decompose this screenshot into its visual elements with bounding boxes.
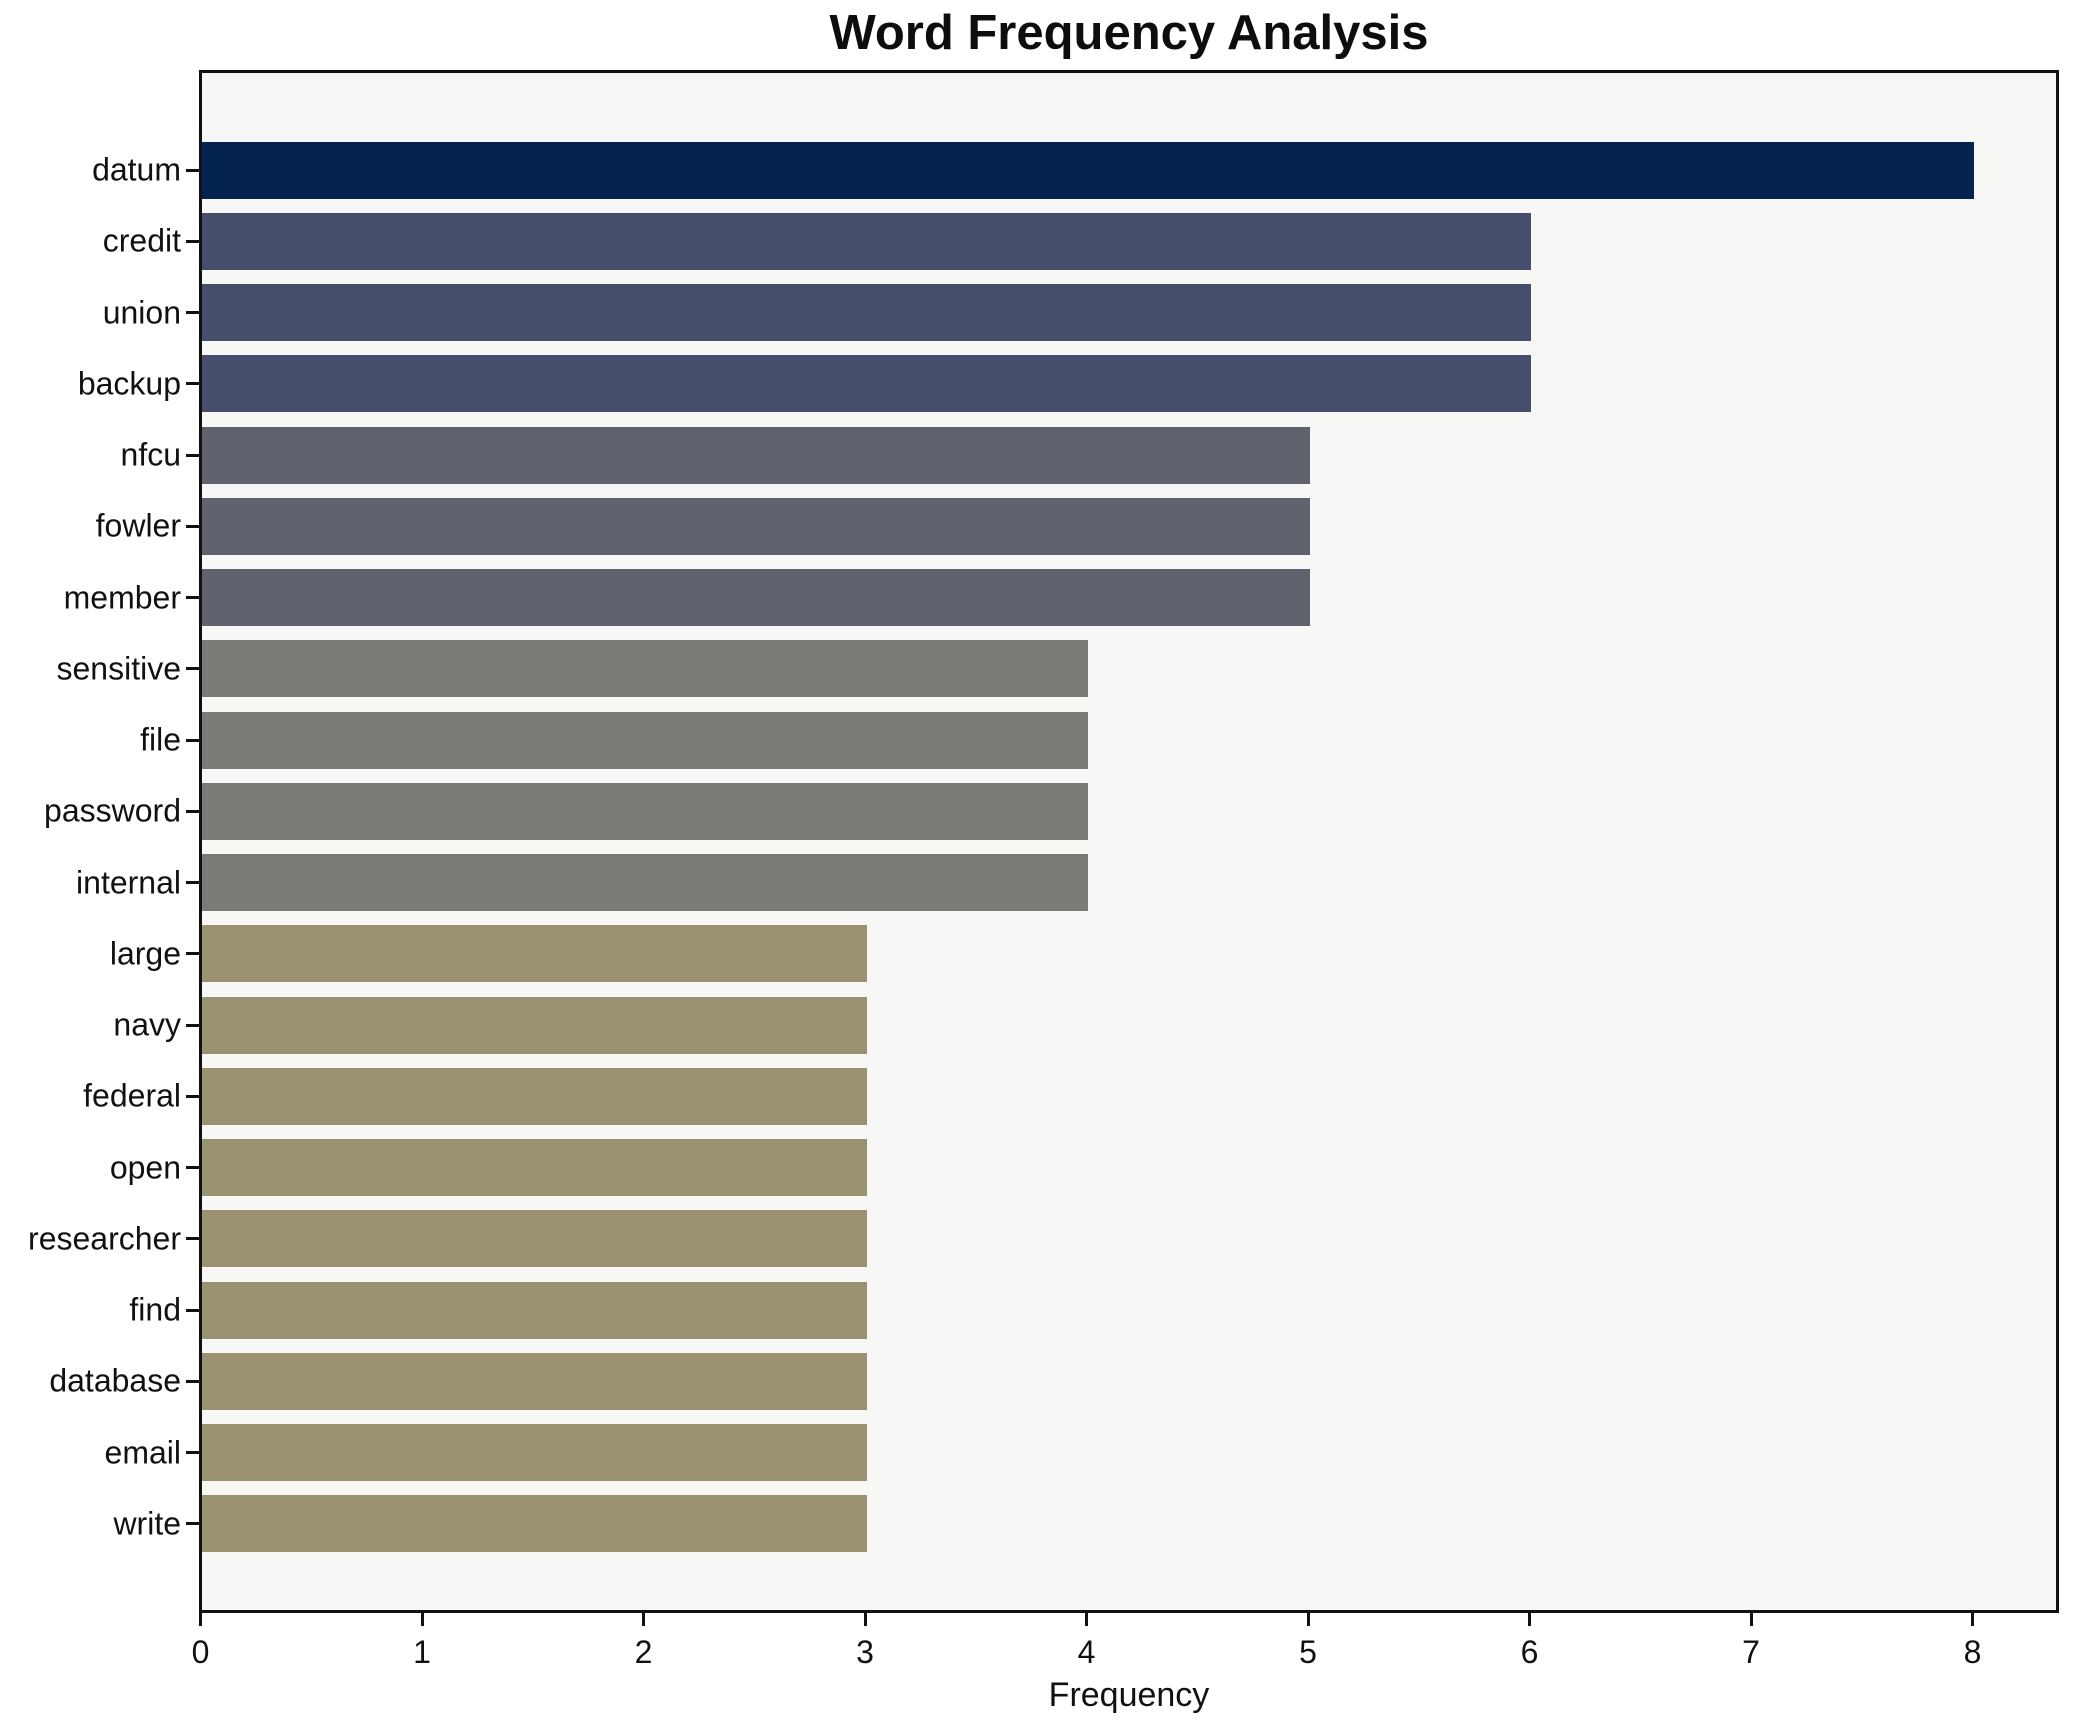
- x-tick-label-1: 1: [413, 1634, 431, 1670]
- x-tick-label-0: 0: [191, 1634, 210, 1670]
- y-tick-label-open: open: [109, 1149, 181, 1186]
- x-tick-mark: [1749, 1613, 1753, 1626]
- y-tick-mark: [186, 738, 199, 742]
- y-tick-label-datum: datum: [92, 151, 181, 188]
- y-tick-mark: [186, 168, 199, 172]
- bar-fowler: [202, 497, 1310, 555]
- bar-researcher: [202, 1210, 867, 1268]
- y-tick-label-password: password: [44, 792, 181, 829]
- y-tick-mark: [186, 1237, 199, 1241]
- bar-database: [202, 1352, 867, 1410]
- x-tick-label-5: 5: [1299, 1634, 1317, 1670]
- y-tick-label-email: email: [104, 1434, 181, 1471]
- y-tick-label-nfcu: nfcu: [120, 436, 181, 473]
- y-tick-label-file: file: [140, 721, 181, 758]
- x-tick-label-2: 2: [634, 1634, 653, 1670]
- bar-sensitive: [202, 640, 1088, 698]
- y-tick-mark: [186, 881, 199, 885]
- y-tick-mark: [186, 524, 199, 528]
- bar-union: [202, 284, 1531, 342]
- x-tick-label-6: 6: [1520, 1634, 1539, 1670]
- y-tick-label-backup: backup: [77, 365, 181, 402]
- bar-datum: [202, 141, 1974, 199]
- y-tick-label-researcher: researcher: [28, 1220, 181, 1257]
- y-tick-mark: [186, 453, 199, 457]
- x-tick-mark: [199, 1613, 202, 1626]
- bar-large: [202, 925, 867, 983]
- y-tick-mark: [186, 1023, 199, 1027]
- y-tick-mark: [186, 596, 199, 600]
- x-tick-mark: [1528, 1613, 1531, 1626]
- bar-internal: [202, 854, 1088, 912]
- bar-federal: [202, 1067, 867, 1125]
- x-tick-mark: [1971, 1613, 1974, 1626]
- bar-credit: [202, 212, 1531, 270]
- y-tick-mark: [186, 382, 199, 386]
- x-tick-label-3: 3: [856, 1634, 874, 1670]
- x-axis-title: Frequency: [1048, 1676, 1210, 1714]
- x-tick-mark: [863, 1613, 867, 1626]
- bar-write: [202, 1495, 867, 1553]
- chart-title: Word Frequency Analysis: [829, 6, 1429, 60]
- y-tick-label-credit: credit: [102, 222, 181, 259]
- x-tick-label-7: 7: [1742, 1634, 1760, 1670]
- y-tick-mark: [186, 667, 199, 671]
- y-tick-label-member: member: [63, 579, 181, 616]
- y-tick-mark: [186, 311, 199, 315]
- bar-navy: [202, 996, 867, 1054]
- y-tick-label-federal: federal: [83, 1077, 181, 1114]
- y-tick-mark: [186, 1308, 199, 1312]
- y-tick-label-sensitive: sensitive: [56, 650, 182, 687]
- bar-file: [202, 711, 1088, 769]
- y-tick-mark: [186, 239, 199, 243]
- y-tick-mark: [186, 1166, 199, 1170]
- y-tick-label-internal: internal: [76, 864, 181, 901]
- x-tick-mark: [1306, 1613, 1310, 1626]
- bar-backup: [202, 355, 1531, 413]
- y-tick-label-find: find: [129, 1291, 181, 1328]
- y-tick-label-write: write: [113, 1505, 181, 1542]
- x-tick-mark: [1085, 1613, 1088, 1626]
- y-tick-label-fowler: fowler: [95, 507, 181, 544]
- y-tick-mark: [186, 1522, 199, 1526]
- y-tick-mark: [186, 1379, 199, 1383]
- y-tick-mark: [186, 1094, 199, 1098]
- x-tick-mark: [420, 1613, 424, 1626]
- bar-password: [202, 782, 1088, 840]
- bar-open: [202, 1139, 867, 1197]
- y-tick-label-large: large: [109, 935, 181, 972]
- bar-find: [202, 1281, 867, 1339]
- y-tick-mark: [186, 1451, 199, 1455]
- y-tick-mark: [186, 952, 199, 956]
- x-tick-label-8: 8: [1963, 1634, 1982, 1670]
- y-tick-mark: [186, 809, 199, 813]
- bar-email: [202, 1424, 867, 1482]
- x-tick-mark: [642, 1613, 645, 1626]
- bar-member: [202, 569, 1310, 627]
- bar-nfcu: [202, 426, 1310, 484]
- y-tick-label-navy: navy: [113, 1006, 181, 1043]
- y-tick-label-union: union: [102, 294, 181, 331]
- y-tick-label-database: database: [49, 1362, 181, 1399]
- x-tick-label-4: 4: [1077, 1634, 1096, 1670]
